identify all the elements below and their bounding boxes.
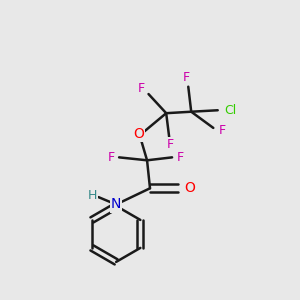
Text: F: F (107, 151, 114, 164)
Text: H: H (88, 189, 97, 202)
Text: F: F (167, 139, 174, 152)
Text: F: F (183, 71, 190, 84)
Text: F: F (138, 82, 145, 95)
Text: F: F (177, 151, 184, 164)
Text: N: N (111, 197, 121, 212)
Text: O: O (184, 181, 195, 195)
Text: O: O (133, 127, 144, 141)
Text: Cl: Cl (224, 104, 236, 117)
Text: F: F (219, 124, 226, 137)
